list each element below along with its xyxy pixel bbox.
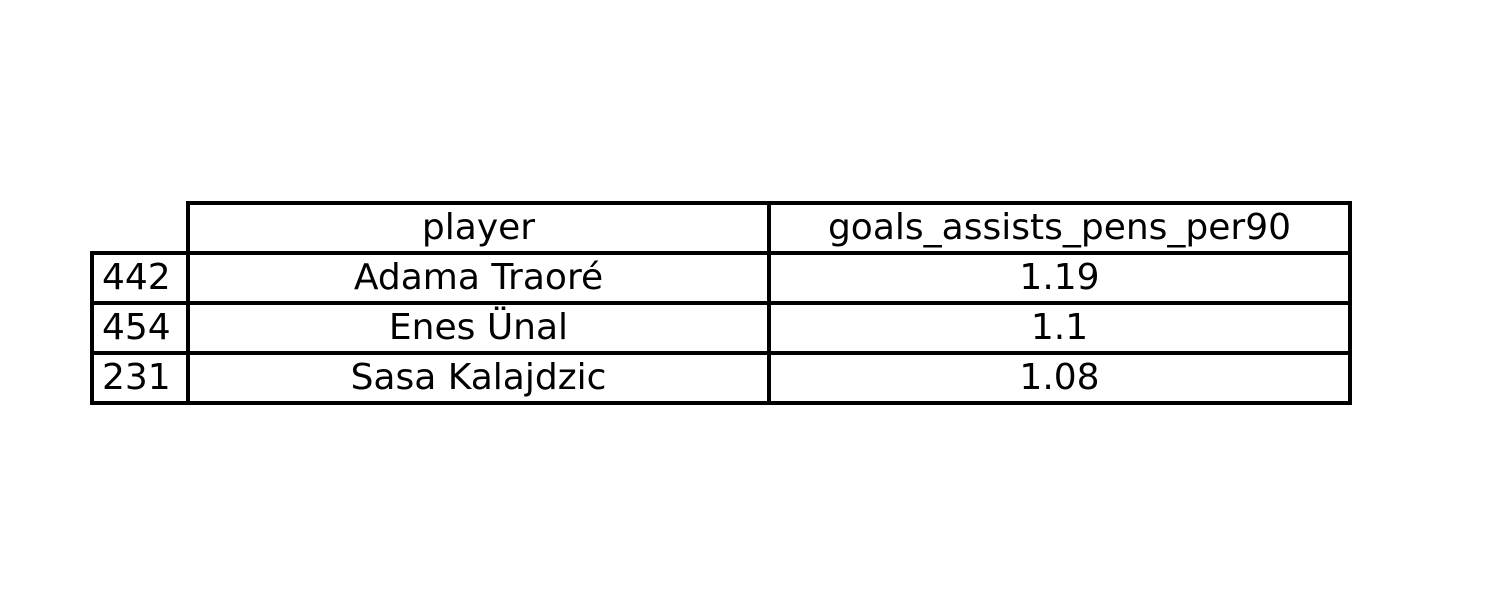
cell-goals-assists-pens-per90: 1.1 xyxy=(1030,307,1089,348)
header-goals-assists-pens-per90: goals_assists_pens_per90 xyxy=(827,207,1292,248)
cell-player: Sasa Kalajdzic xyxy=(350,357,607,398)
cell-player: Enes Ünal xyxy=(388,307,569,348)
row-index: 231 xyxy=(102,357,171,398)
grid-line-horizontal xyxy=(90,301,1352,305)
header-player: player xyxy=(421,207,536,248)
grid-line-vertical xyxy=(186,201,190,405)
grid-line-vertical xyxy=(1348,201,1352,405)
grid-line-horizontal xyxy=(90,251,1352,255)
cell-goals-assists-pens-per90: 1.08 xyxy=(1019,357,1100,398)
grid-line-vertical xyxy=(767,201,771,405)
cell-player: Adama Traoré xyxy=(353,257,604,298)
row-index: 454 xyxy=(102,307,171,348)
row-index: 442 xyxy=(102,257,171,298)
cell-goals-assists-pens-per90: 1.19 xyxy=(1019,257,1100,298)
grid-line-horizontal xyxy=(90,401,1352,405)
grid-line-horizontal xyxy=(90,351,1352,355)
grid-line-vertical xyxy=(90,251,94,405)
